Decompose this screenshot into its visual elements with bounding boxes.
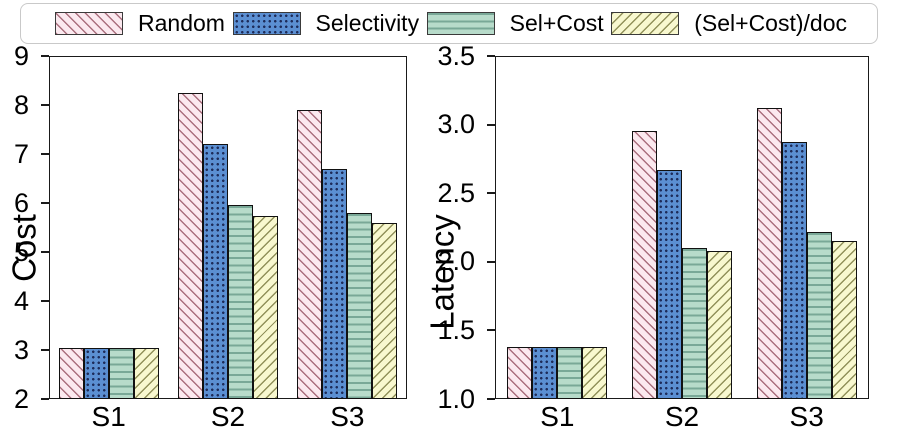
bar-sel-cost-s2 <box>682 248 707 399</box>
bar-sel-cost-s1 <box>557 346 583 399</box>
x-tick-label-s3: S3 <box>330 401 365 429</box>
y-tick-mark <box>40 349 49 351</box>
y-tick-label: 3.5 <box>437 40 475 71</box>
y-tick-mark <box>486 398 495 400</box>
x-tick-label-s2: S2 <box>210 401 246 429</box>
legend-item-selectivity: Selectivity <box>232 10 420 37</box>
y-tick-mark <box>486 55 495 57</box>
hatch-swatch-horizontal-icon <box>426 12 495 35</box>
bar-random-s2 <box>178 92 203 399</box>
legend: Random Selectivity Sel+Cost (Sel+Cost)/d… <box>20 3 878 44</box>
bar--sel-cost-doc-s1 <box>133 347 159 399</box>
y-tick-mark <box>40 300 49 302</box>
bar-random-s2 <box>632 131 657 399</box>
y-tick-mark <box>40 251 49 253</box>
y-tick-label: 1.0 <box>437 383 475 414</box>
y-tick-label: 3.0 <box>437 109 475 140</box>
y-tick-mark <box>486 260 495 263</box>
bar-selectivity-s1 <box>83 347 109 399</box>
bar-selectivity-s3 <box>781 142 807 399</box>
bar-random-s3 <box>297 109 323 399</box>
y-tick-label: 8 <box>13 89 29 120</box>
legend-label: (Sel+Cost)/doc <box>694 10 847 36</box>
bar-random-s3 <box>756 108 782 399</box>
y-tick-label: 5 <box>13 236 29 267</box>
bar--sel-cost-doc-s2 <box>253 216 278 399</box>
legend-label: Random <box>138 10 225 36</box>
bar-selectivity-s2 <box>657 169 682 399</box>
y-tick-mark <box>486 123 495 126</box>
y-tick-label: 6 <box>13 187 29 218</box>
bar--sel-cost-doc-s3 <box>372 222 398 399</box>
y-tick-label: 2.5 <box>437 177 475 208</box>
y-tick-mark <box>40 55 49 57</box>
y-tick-label: 9 <box>13 40 29 71</box>
y-tick-mark <box>486 192 495 195</box>
bar--sel-cost-doc-s3 <box>831 241 857 399</box>
y-tick-label: 7 <box>13 138 29 169</box>
bar--sel-cost-doc-s2 <box>707 250 732 399</box>
bar-selectivity-s3 <box>322 168 348 399</box>
x-tick-label-s2: S2 <box>664 401 700 429</box>
legend-label: Sel+Cost <box>509 10 604 36</box>
bar-sel-cost-s3 <box>347 212 373 399</box>
y-tick-mark <box>40 398 49 400</box>
y-tick-mark <box>40 104 49 106</box>
y-tick-label: 3 <box>13 334 29 365</box>
hatch-swatch-diagonal-backslash-icon <box>55 12 123 35</box>
legend-item-random: Random <box>55 10 225 37</box>
bar-selectivity-s2 <box>203 144 228 399</box>
legend-label: Selectivity <box>315 10 420 36</box>
y-tick-mark <box>40 202 49 204</box>
hatch-swatch-diagonal-slash-icon <box>611 12 680 35</box>
bar--sel-cost-doc-s1 <box>582 346 608 399</box>
x-tick-label-s1: S1 <box>91 401 126 429</box>
bar-random-s1 <box>58 347 84 399</box>
x-tick-label-s3: S3 <box>789 401 824 429</box>
hatch-swatch-dots-icon <box>232 12 301 35</box>
y-tick-mark <box>486 329 495 332</box>
bar-sel-cost-s1 <box>108 347 134 399</box>
bar-sel-cost-s2 <box>228 205 253 399</box>
y-tick-label: 2 <box>13 383 29 414</box>
bar-selectivity-s1 <box>532 346 558 399</box>
bar-random-s1 <box>507 346 533 399</box>
legend-item-selcost: Sel+Cost <box>426 10 604 37</box>
legend-item-selcost-doc: (Sel+Cost)/doc <box>611 10 847 37</box>
y-tick-label: 2.0 <box>437 246 475 277</box>
y-tick-mark <box>40 153 49 155</box>
bar-sel-cost-s3 <box>806 231 832 399</box>
y-tick-label: 1.5 <box>437 314 475 345</box>
y-tick-label: 4 <box>13 285 29 316</box>
x-tick-label-s1: S1 <box>540 401 575 429</box>
